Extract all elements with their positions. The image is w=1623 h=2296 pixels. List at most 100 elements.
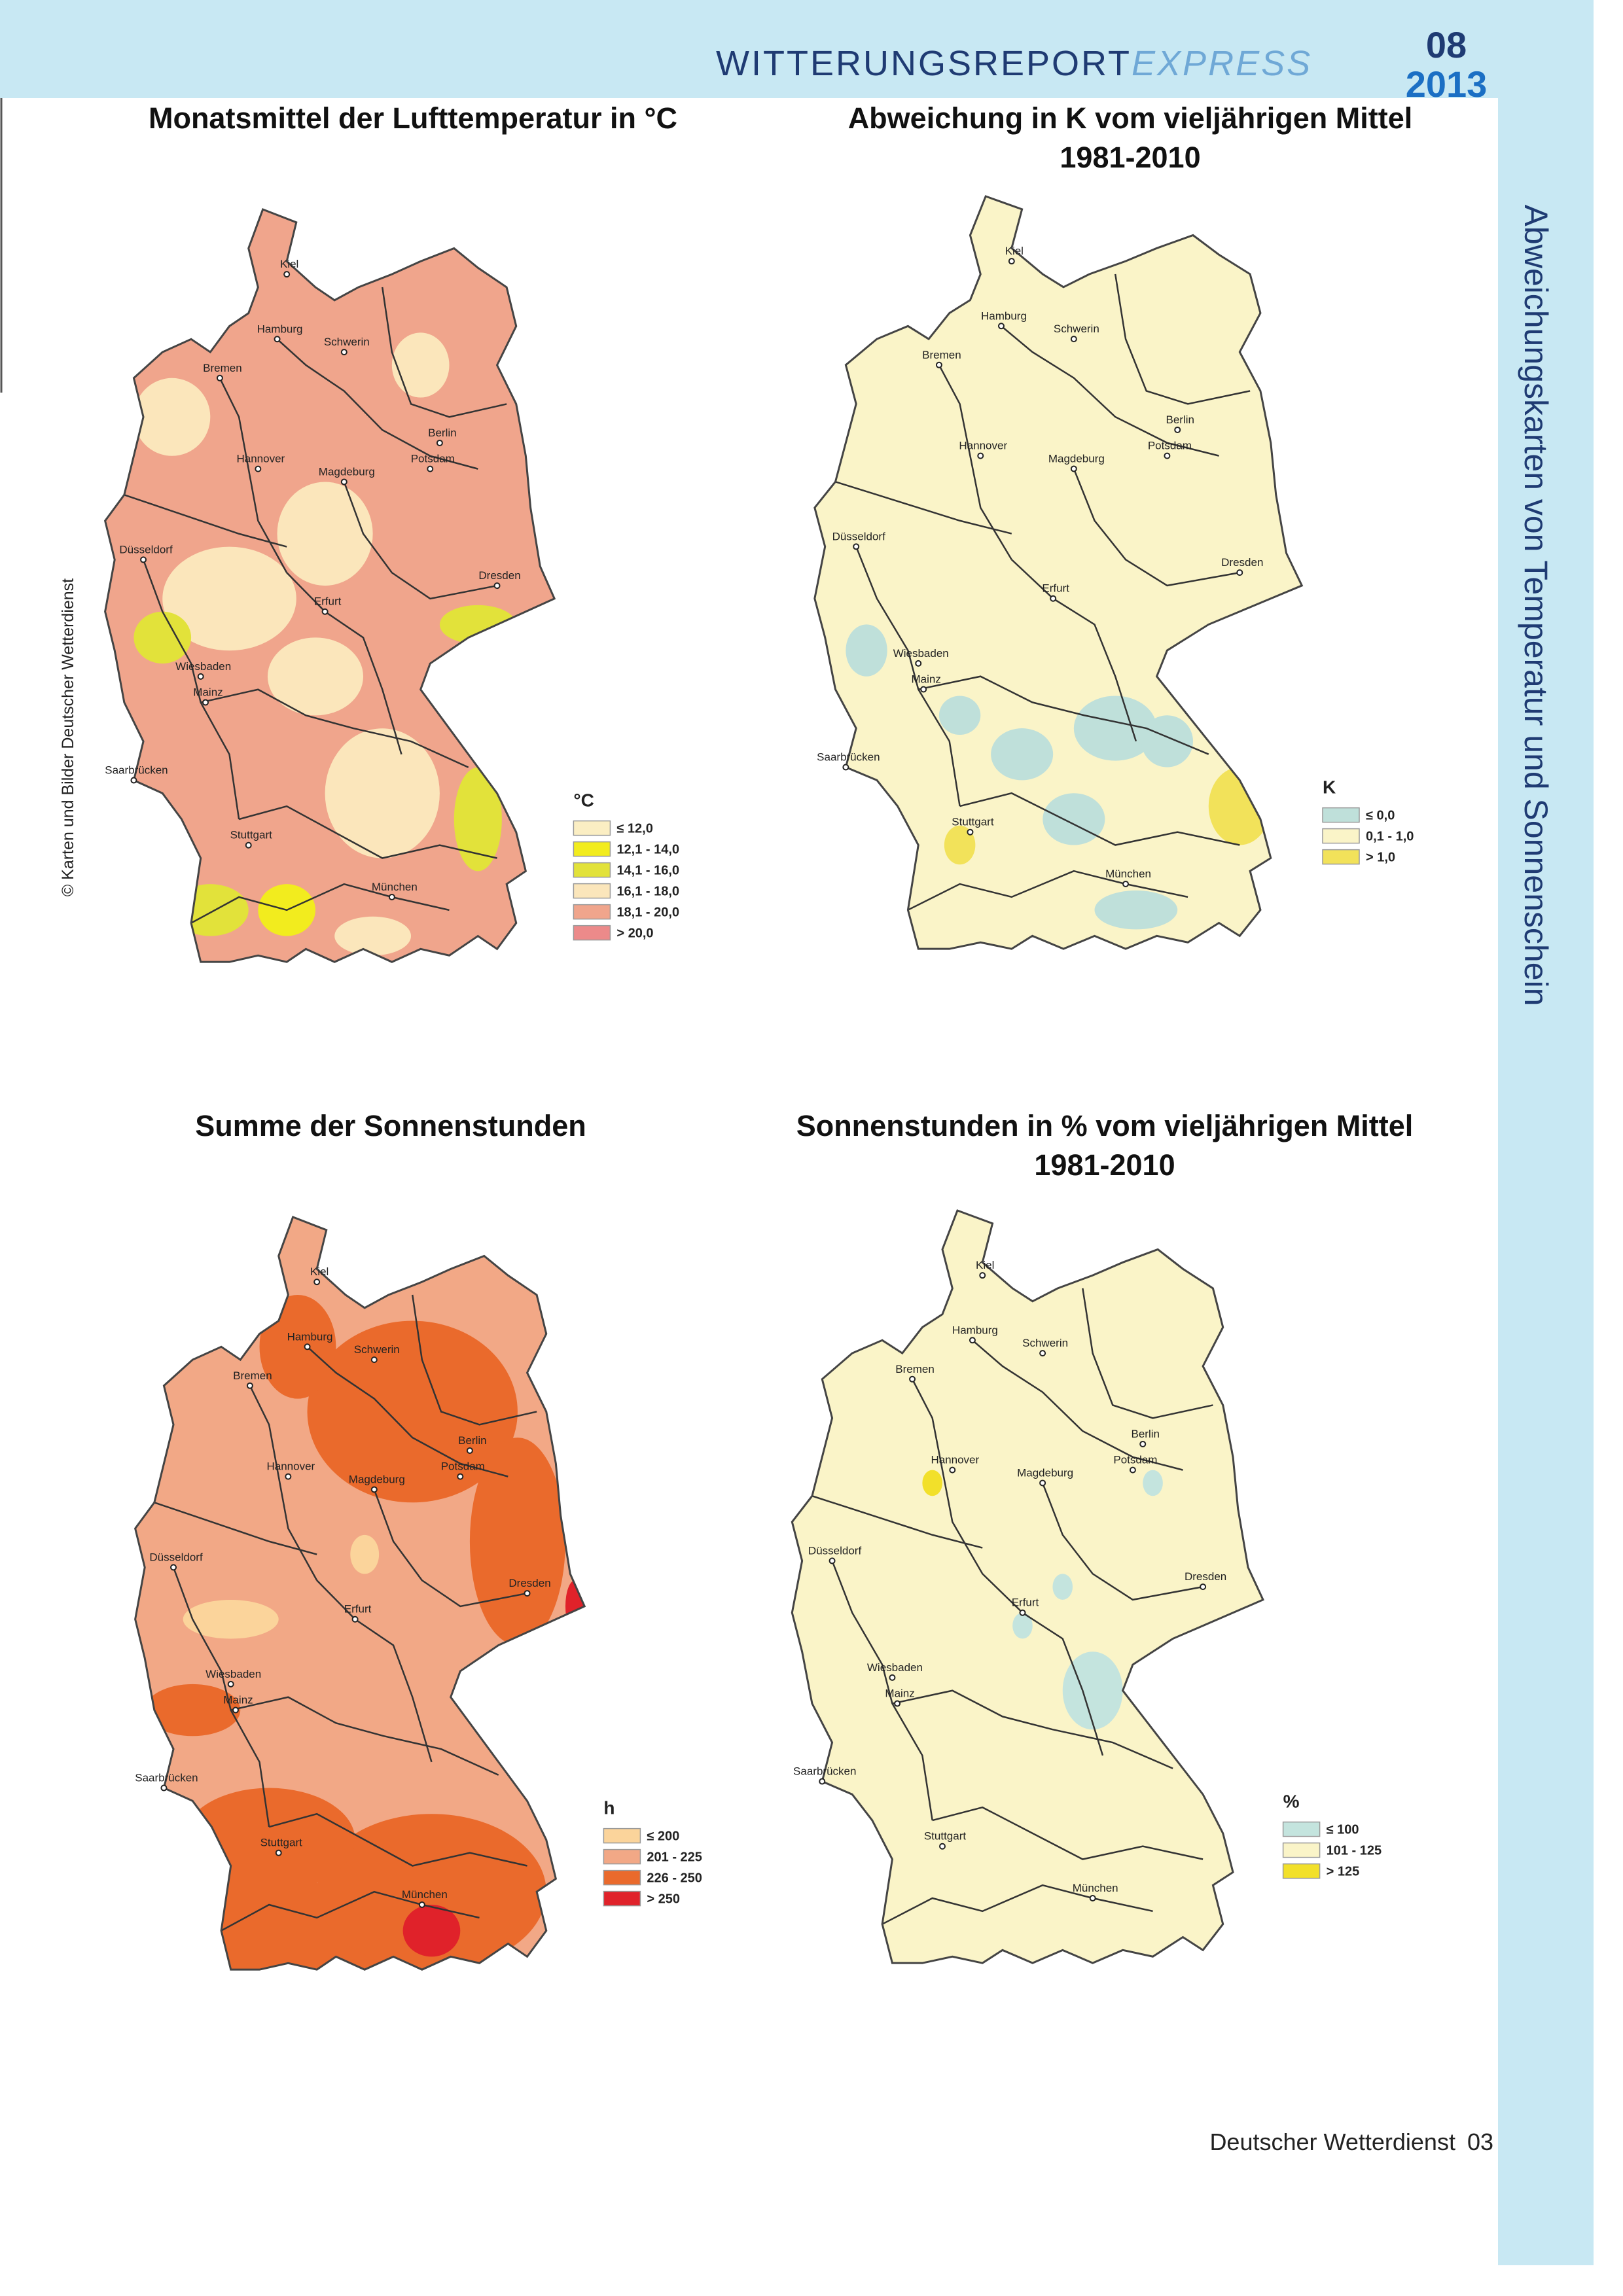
legend-swatch xyxy=(1322,807,1360,823)
city-label: Dresden xyxy=(508,1577,550,1589)
city-label: Potsdam xyxy=(1113,1454,1157,1466)
city-label: Düsseldorf xyxy=(119,543,173,556)
germany-outline xyxy=(813,195,1304,950)
city-marker xyxy=(1039,1479,1046,1487)
legend-label: 14,1 - 16,0 xyxy=(616,864,679,878)
river-border xyxy=(932,1806,1204,1860)
city-marker xyxy=(304,1343,311,1351)
city-label: Erfurt xyxy=(1012,1597,1039,1609)
legend-swatch xyxy=(603,1869,641,1886)
river-border xyxy=(835,481,1012,535)
city-marker xyxy=(1139,1440,1147,1447)
river-border xyxy=(412,1294,537,1426)
river-border xyxy=(172,1566,270,1828)
river-border xyxy=(343,482,497,600)
legend-label: 201 - 225 xyxy=(647,1850,702,1865)
city-marker xyxy=(1039,1350,1046,1357)
river-border xyxy=(892,1689,1173,1769)
city-label: Schwerin xyxy=(354,1343,400,1356)
river-border xyxy=(286,572,402,755)
city-label: Potsdam xyxy=(441,1460,485,1473)
legend-unit: h xyxy=(603,1798,615,1818)
city-label: Saarbrücken xyxy=(105,764,168,777)
city-label: Berlin xyxy=(428,427,456,439)
city-marker xyxy=(842,764,849,771)
legend-label: ≤ 12,0 xyxy=(616,822,652,836)
region xyxy=(1094,890,1178,930)
city-marker xyxy=(436,439,443,446)
legend-swatch xyxy=(1322,828,1360,844)
header-express: EXPRESS xyxy=(1132,44,1312,83)
city-label: Magdeburg xyxy=(319,465,375,478)
legend-swatch xyxy=(573,925,611,941)
maps: Monatsmittel der Lufttemperatur in °C Kie… xyxy=(103,101,1414,1971)
river-border xyxy=(1114,274,1251,405)
legend-label: ≤ 0,0 xyxy=(1366,809,1395,823)
city-marker xyxy=(130,777,137,784)
city-label: Stuttgart xyxy=(952,816,994,828)
city-marker xyxy=(977,452,984,459)
region xyxy=(1062,1651,1123,1730)
copyright: © Karten und Bilder Deutscher Wetterdien… xyxy=(59,578,77,896)
river-border xyxy=(907,870,1188,911)
city-marker xyxy=(418,1901,425,1909)
city-marker xyxy=(1122,881,1130,888)
river-border xyxy=(230,1696,499,1776)
region xyxy=(134,378,211,456)
city-marker xyxy=(935,361,942,368)
river-border xyxy=(382,287,507,418)
region xyxy=(469,1438,565,1646)
city-marker xyxy=(909,1375,916,1383)
legend-swatch xyxy=(573,862,611,878)
legend-swatch xyxy=(573,904,611,920)
header-report-text: WITTERUNGSREPORT xyxy=(716,44,1132,83)
region xyxy=(307,1320,518,1503)
region xyxy=(277,482,373,586)
legend-label: > 125 xyxy=(1327,1865,1360,1879)
river-border xyxy=(1073,468,1240,587)
region xyxy=(846,624,887,677)
river-border xyxy=(1010,559,1137,742)
city-marker xyxy=(275,1849,282,1856)
map-title: 1981-2010 xyxy=(1060,141,1200,174)
city-label: Berlin xyxy=(1166,414,1194,426)
city-marker xyxy=(997,323,1005,330)
city-marker xyxy=(1050,595,1057,602)
city-marker xyxy=(1070,336,1077,343)
city-label: Bremen xyxy=(895,1363,935,1375)
region xyxy=(162,546,296,651)
city-label: Wiesbaden xyxy=(867,1661,923,1674)
legend-swatch xyxy=(603,1890,641,1907)
legend-unit: K xyxy=(1323,777,1336,798)
city-marker xyxy=(351,1616,359,1623)
river-border xyxy=(373,1489,527,1608)
river-border xyxy=(1041,1482,1204,1601)
city-label: Wiesbaden xyxy=(893,647,949,660)
legend-swatch xyxy=(573,883,611,899)
regions xyxy=(835,274,1271,930)
legend-swatch xyxy=(1282,1842,1321,1858)
city-marker xyxy=(493,582,501,590)
header-year: 2013 xyxy=(1406,63,1488,105)
city-label: Kiel xyxy=(1005,245,1024,257)
city-marker xyxy=(274,336,281,343)
city-marker xyxy=(232,1706,239,1714)
river-border xyxy=(238,805,497,859)
city-marker xyxy=(370,1486,378,1493)
city-label: Berlin xyxy=(458,1434,486,1447)
city-label: Hamburg xyxy=(952,1324,998,1336)
germany-outline xyxy=(103,208,556,963)
map-title: Sonnenstunden in % vom vieljährigen Mitt… xyxy=(796,1109,1414,1142)
city-marker xyxy=(160,1784,168,1792)
city-label: Mainz xyxy=(223,1694,253,1706)
city-marker xyxy=(245,841,252,849)
river-border xyxy=(1082,1288,1213,1419)
header-report: WITTERUNGSREPORTEXPRESS xyxy=(716,44,1312,83)
city-marker xyxy=(1089,1895,1096,1902)
legend-label: > 1,0 xyxy=(1366,851,1395,865)
city-marker xyxy=(853,543,860,550)
city-marker xyxy=(979,1272,986,1279)
city-marker xyxy=(202,699,209,706)
river-border xyxy=(268,1812,527,1867)
